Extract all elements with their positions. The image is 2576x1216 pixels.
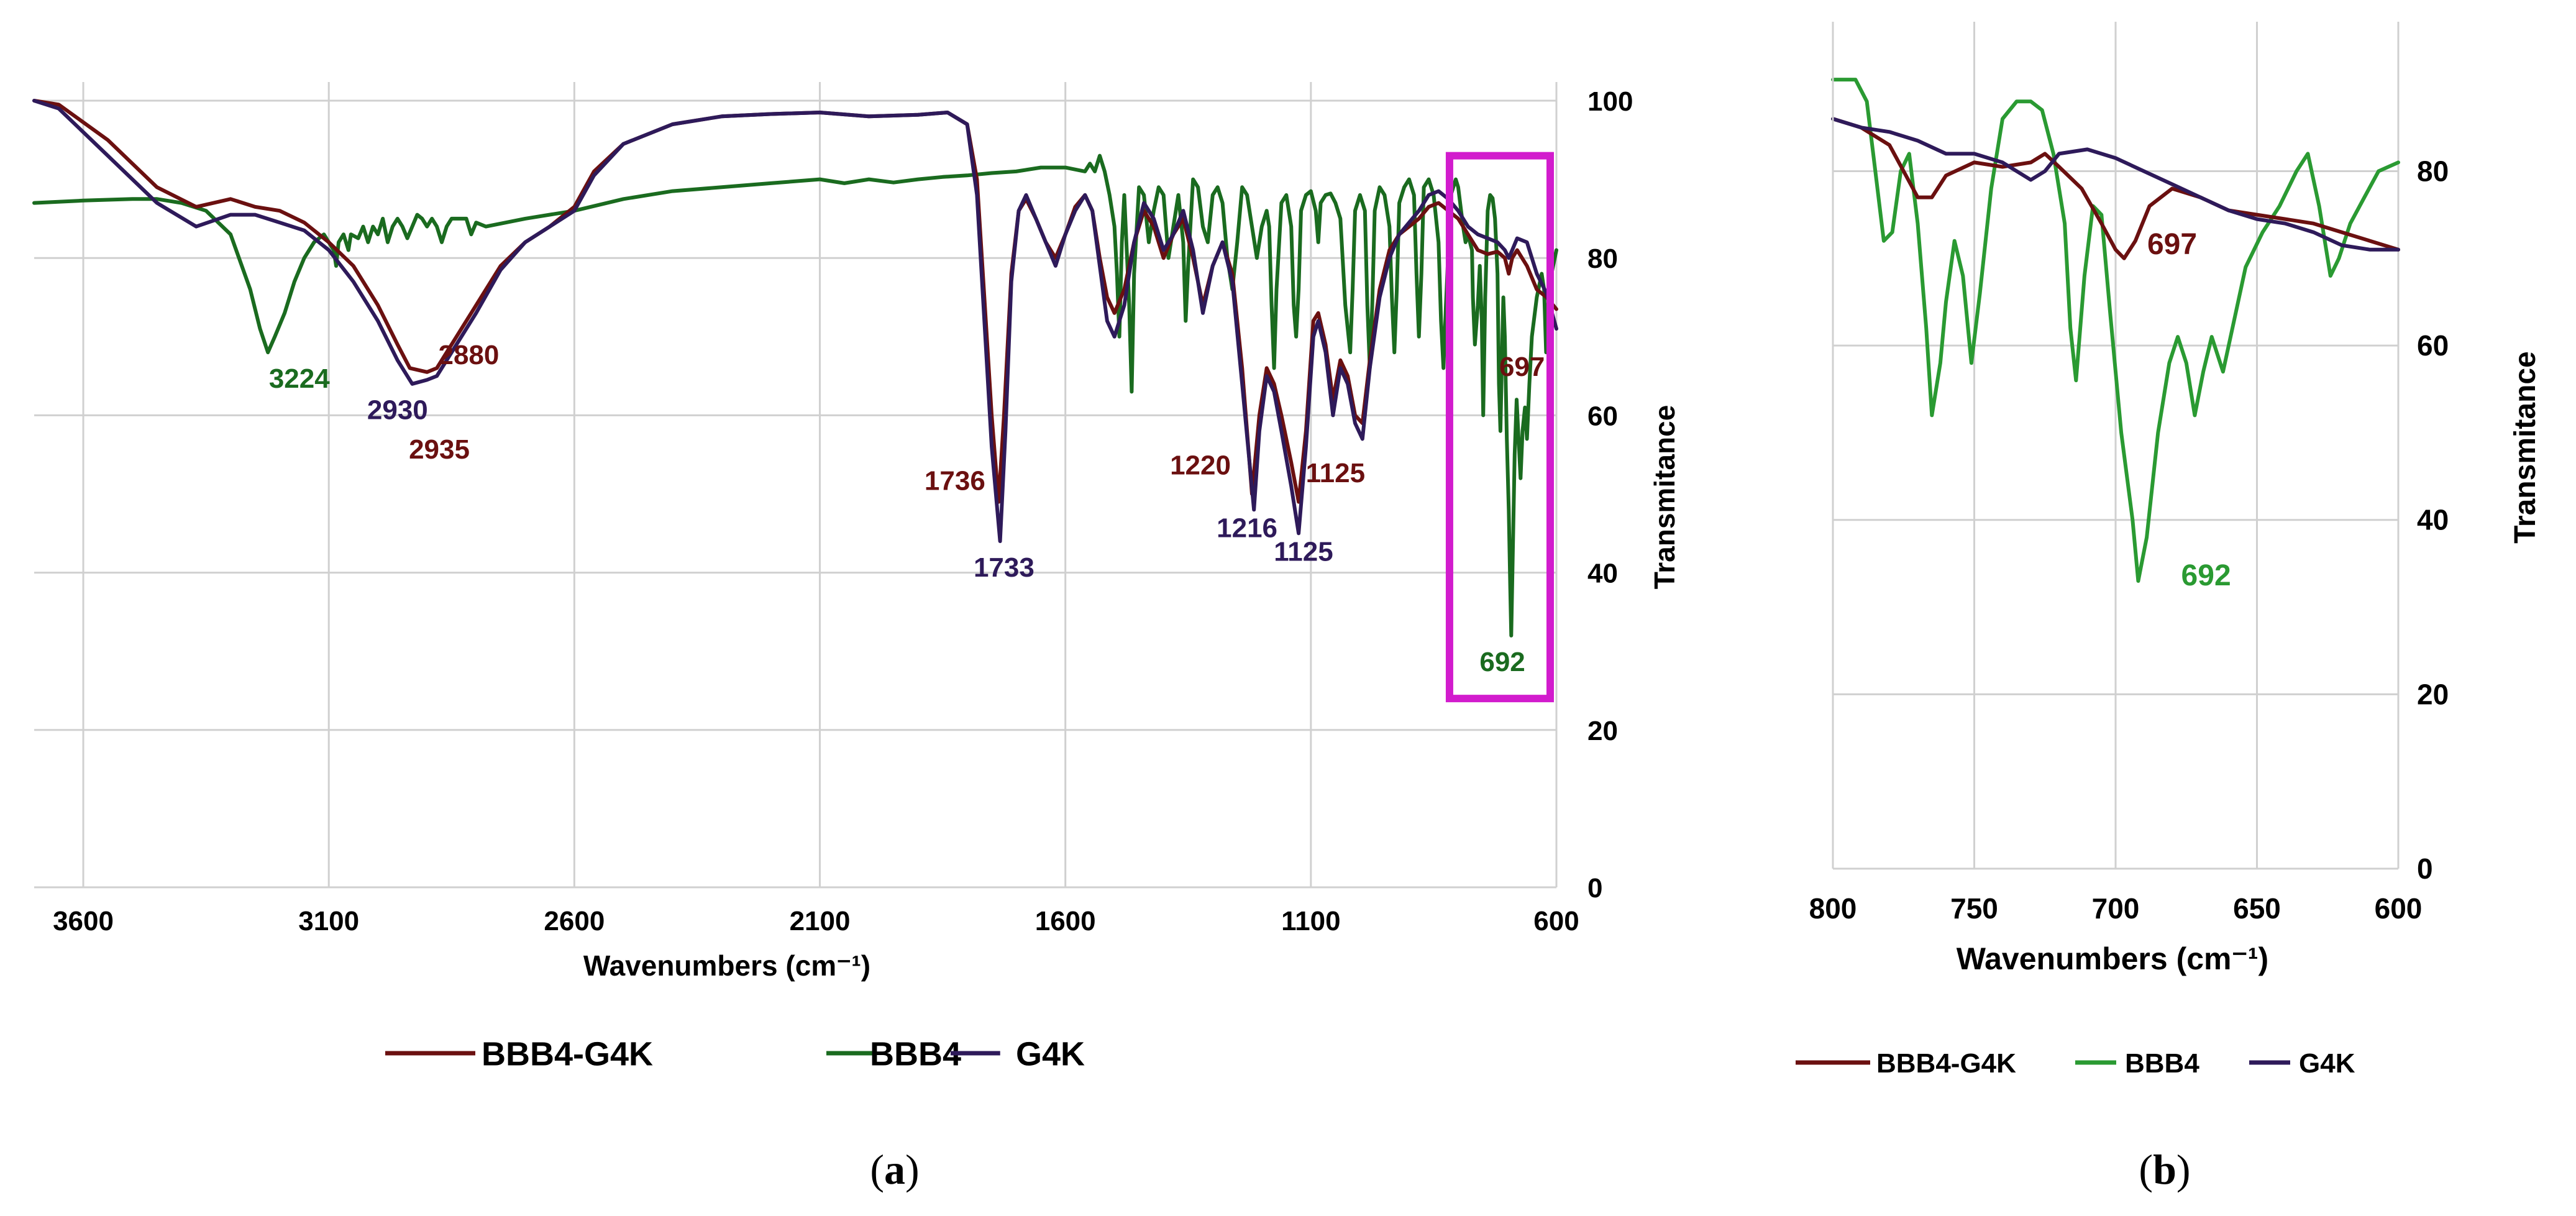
chart-b-y-tick-label: 80 <box>2417 155 2449 187</box>
chart-a-y-tick-labels: 0 20 40 60 80 100 <box>1587 86 1633 903</box>
chart-b-annotations: 697 692 <box>2147 228 2231 592</box>
chart-a-x-tick-label: 1600 <box>1035 906 1096 936</box>
chart-a-y-axis-label: Transmitance <box>1648 405 1681 590</box>
chart-a-peak-label: 1220 <box>1170 450 1231 480</box>
chart-b-x-tick-label: 700 <box>2092 892 2140 925</box>
chart-b-series-g4k-line <box>1831 117 2400 252</box>
chart-a-x-tick-label: 1100 <box>1281 906 1340 936</box>
chart-b-y-tick-label: 40 <box>2417 504 2449 536</box>
chart-b-x-axis-label: Wavenumbers (cm⁻¹) <box>1957 941 2268 976</box>
chart-a-x-tick-label: 2600 <box>544 906 605 936</box>
chart-a-peak-label: 1736 <box>925 466 985 496</box>
chart-a-x-tick-labels: 3600 3100 2600 2100 1600 1100 600 <box>53 906 1579 936</box>
chart-b-y-tick-label: 20 <box>2417 678 2449 710</box>
chart-a-legend-label: G4K <box>1016 1035 1085 1072</box>
chart-a-series-bbb4-line <box>32 153 1558 638</box>
chart-a-legend-label: BBB4 <box>870 1035 961 1072</box>
chart-a-horizontal-grid <box>34 99 1556 889</box>
chart-b-panel-label: (b) <box>2139 1146 2190 1193</box>
chart-b-x-tick-label: 600 <box>2375 892 2423 925</box>
chart-a-y-tick-label: 20 <box>1587 716 1618 746</box>
chart-b-series-bbb4-g4k-line <box>1831 117 2400 260</box>
chart-a-highlight-box <box>1445 152 1555 703</box>
chart-b-x-tick-label: 750 <box>1950 892 1998 925</box>
chart-a-y-tick-label: 100 <box>1587 86 1633 117</box>
chart-a-x-tick-label: 600 <box>1533 906 1579 936</box>
chart-a-peak-label: 1216 <box>1217 513 1277 544</box>
chart-b-y-axis-label: Transmitance <box>2509 351 2542 543</box>
chart-a-peak-label: 1125 <box>1306 458 1365 488</box>
chart-a-series-layer <box>32 99 1558 638</box>
chart-b-x-tick-labels: 800 750 700 650 600 <box>1809 892 2423 925</box>
chart-b-y-tick-label: 60 <box>2417 329 2449 362</box>
chart-a-series-g4k-line <box>32 99 1558 543</box>
chart-a-y-tick-label: 60 <box>1587 401 1618 431</box>
chart-a-x-axis-label: Wavenumbers (cm⁻¹) <box>583 949 870 982</box>
chart-b-y-tick-labels: 0 20 40 60 80 <box>2417 155 2449 885</box>
chart-b-peak-label: 692 <box>2181 559 2231 592</box>
chart-a-x-tick-label: 3100 <box>298 906 359 936</box>
chart-b-legend: BBB4-G4K BBB4 G4K <box>1796 1048 2355 1079</box>
chart-b-series-layer <box>1831 78 2400 583</box>
chart-a-annotations: 3224288029302935173617331220121611251125… <box>269 340 1545 677</box>
chart-a-legend-label: BBB4-G4K <box>482 1035 653 1072</box>
chart-a-legend: BBB4-G4K BBB4 G4K <box>385 1035 1085 1072</box>
chart-a-peak-label: 1733 <box>974 552 1035 583</box>
chart-b-peak-label: 697 <box>2147 228 2197 261</box>
chart-b-vertical-grid <box>1832 22 2400 869</box>
chart-b-legend-label: BBB4-G4K <box>1876 1048 2016 1079</box>
chart-a-peak-label: 1125 <box>1274 537 1333 567</box>
chart-a-peak-label: 697 <box>1499 352 1545 382</box>
chart-b-x-tick-label: 800 <box>1809 892 1857 925</box>
chart-a-peak-label: 3224 <box>269 363 330 394</box>
chart-a-peak-label: 692 <box>1479 647 1525 677</box>
chart-a-y-tick-label: 80 <box>1587 244 1618 274</box>
chart-a-x-tick-label: 2100 <box>790 906 851 936</box>
chart-a-peak-label: 2930 <box>367 395 428 426</box>
chart-a-series-bbb4-g4k-line <box>32 99 1558 504</box>
chart-b-x-tick-label: 650 <box>2233 892 2281 925</box>
chart-a-peak-label: 2880 <box>438 340 499 370</box>
chart-a-peak-label: 2935 <box>409 434 470 465</box>
chart-a-panel-label: (a) <box>870 1146 919 1193</box>
chart-a-y-tick-label: 0 <box>1587 873 1602 903</box>
chart-a-y-tick-label: 40 <box>1587 559 1618 589</box>
chart-b: 800 750 700 650 600 0 20 40 60 80 697 692 Wavenum… <box>1796 22 2542 1193</box>
chart-b-y-tick-label: 0 <box>2417 853 2433 885</box>
chart-b-legend-label: BBB4 <box>2125 1048 2199 1079</box>
chart-b-legend-label: G4K <box>2299 1048 2355 1079</box>
chart-a: 3600 3100 2600 2100 1600 1100 600 0 20 40 60 80 100… <box>32 82 1681 1193</box>
chart-a-x-tick-label: 3600 <box>53 906 114 936</box>
